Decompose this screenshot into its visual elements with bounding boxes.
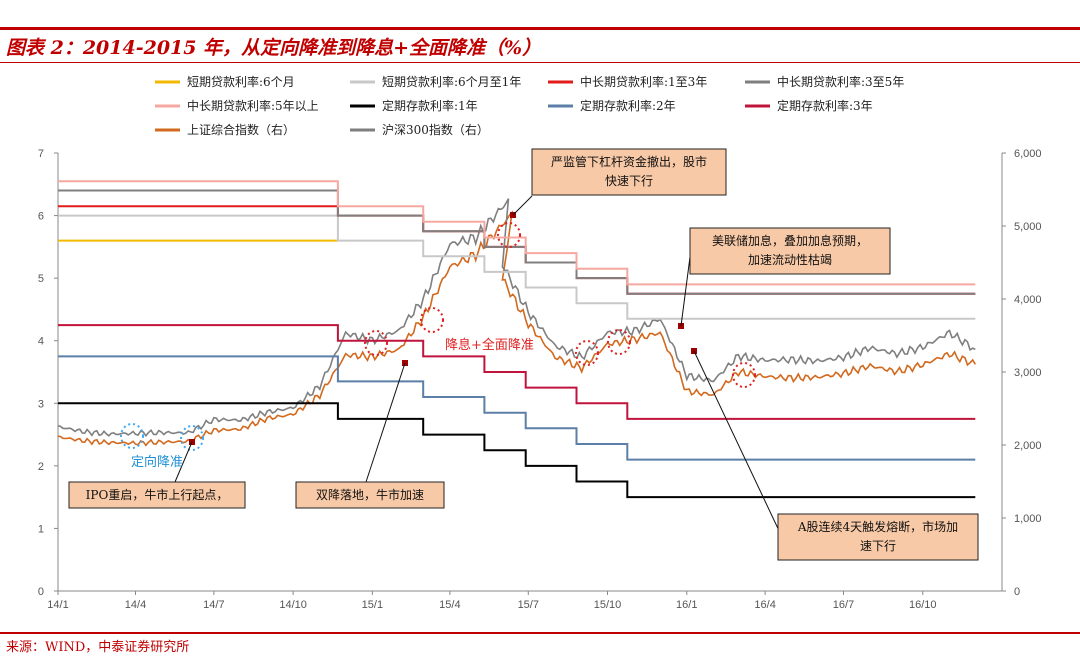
callout-box <box>689 227 891 275</box>
left-tick-label: 7 <box>38 148 44 160</box>
highlight-circle <box>607 329 631 355</box>
highlight-circle <box>180 425 204 451</box>
rate-series-line <box>58 355 976 461</box>
callout-pointer <box>693 350 783 538</box>
legend-label: 上证综合指数（右） <box>187 122 295 137</box>
right-tick-label: 3,000 <box>1014 367 1042 379</box>
x-tick-label: 16/7 <box>833 599 854 611</box>
right-tick-label: 1,000 <box>1014 513 1042 525</box>
highlight-circle <box>364 330 388 356</box>
legend-label: 中长期贷款利率:5年以上 <box>187 98 319 113</box>
callout-text: 加速流动性枯竭 <box>748 252 832 267</box>
x-tick-label: 15/7 <box>518 599 539 611</box>
left-tick-label: 2 <box>38 461 44 473</box>
callout-pointer <box>365 362 406 483</box>
highlight-circle <box>575 340 599 366</box>
rate-series-line <box>58 214 976 320</box>
right-tick-label: 2,000 <box>1014 440 1042 452</box>
callout-text: 美联储加息，叠加加息预期， <box>712 233 868 248</box>
legend-label: 中长期贷款利率:3至5年 <box>777 74 904 89</box>
x-tick-label: 16/1 <box>676 599 697 611</box>
highlight-circle <box>120 423 144 449</box>
x-tick-label: 14/4 <box>125 599 146 611</box>
rate-series-line <box>58 402 976 499</box>
x-tick-label: 15/4 <box>439 599 460 611</box>
source-note: 来源：WIND，中泰证券研究所 <box>6 640 190 655</box>
rate-series-line <box>58 180 976 286</box>
callout-text: 速下行 <box>860 539 896 553</box>
callout-pointer <box>512 195 533 216</box>
callout-box <box>295 481 445 509</box>
x-tick-label: 16/10 <box>909 599 937 611</box>
left-tick-label: 6 <box>38 211 44 223</box>
callout-text: 双降落地，牛市加速 <box>316 487 424 502</box>
callout-text: IPO重启，牛市上行起点， <box>86 487 229 502</box>
callout-text: A股连续4天触发熔断，市场加 <box>797 519 958 534</box>
callout-text: 快速下行 <box>605 174 653 188</box>
x-tick-label: 14/10 <box>279 599 307 611</box>
left-tick-label: 3 <box>38 398 44 410</box>
index-series-line <box>57 210 976 447</box>
legend-label: 中长期贷款利率:1至3年 <box>580 74 707 89</box>
callout-pointer <box>174 441 193 483</box>
right-tick-label: 5,000 <box>1014 221 1042 233</box>
callout-pointer <box>680 256 691 327</box>
page-title: 图表 2：2014-2015 年，从定向降准到降息+全面降准（%） <box>6 37 542 59</box>
left-tick-label: 0 <box>38 586 44 598</box>
legend-label: 沪深300指数（右） <box>382 122 489 137</box>
callout-box <box>531 148 727 196</box>
highlight-circle <box>732 362 756 388</box>
legend-label: 短期贷款利率:6个月至1年 <box>382 74 521 89</box>
left-tick-label: 5 <box>38 273 44 285</box>
legend-label: 定期存款利率:3年 <box>777 98 873 113</box>
annotation-label: 降息+全面降准 <box>445 337 534 353</box>
right-tick-label: 0 <box>1014 586 1020 598</box>
callout-text: 严监管下杠杆资金撤出，股市 <box>551 154 707 169</box>
chart: 0 1 2 3 4 5 6 7 0 1,000 2,000 3,000 4,000 5,000 6,000 1… <box>38 74 1042 611</box>
bottom-rule <box>0 632 1080 634</box>
left-tick-label: 1 <box>38 523 44 535</box>
x-tick-label: 15/10 <box>594 599 622 611</box>
title-rule <box>0 62 1080 63</box>
x-tick-label: 15/1 <box>362 599 383 611</box>
x-tick-label: 16/4 <box>754 599 775 611</box>
index-series-line <box>57 198 976 438</box>
highlight-circle <box>420 307 444 333</box>
annotation-label: 定向降准 <box>131 454 183 470</box>
x-tick-label: 14/7 <box>203 599 224 611</box>
right-tick-label: 6,000 <box>1014 148 1042 160</box>
rate-series-line <box>58 324 976 420</box>
highlight-circle <box>497 222 521 248</box>
legend-label: 定期存款利率:1年 <box>382 98 478 113</box>
left-tick-label: 4 <box>38 336 44 348</box>
callout-box <box>777 513 979 561</box>
right-tick-label: 4,000 <box>1014 294 1042 306</box>
x-tick-label: 14/1 <box>47 599 68 611</box>
top-rule <box>0 27 1080 30</box>
callout-box <box>68 481 246 509</box>
legend-label: 短期贷款利率:6个月 <box>187 74 295 89</box>
legend-label: 定期存款利率:2年 <box>580 98 676 113</box>
